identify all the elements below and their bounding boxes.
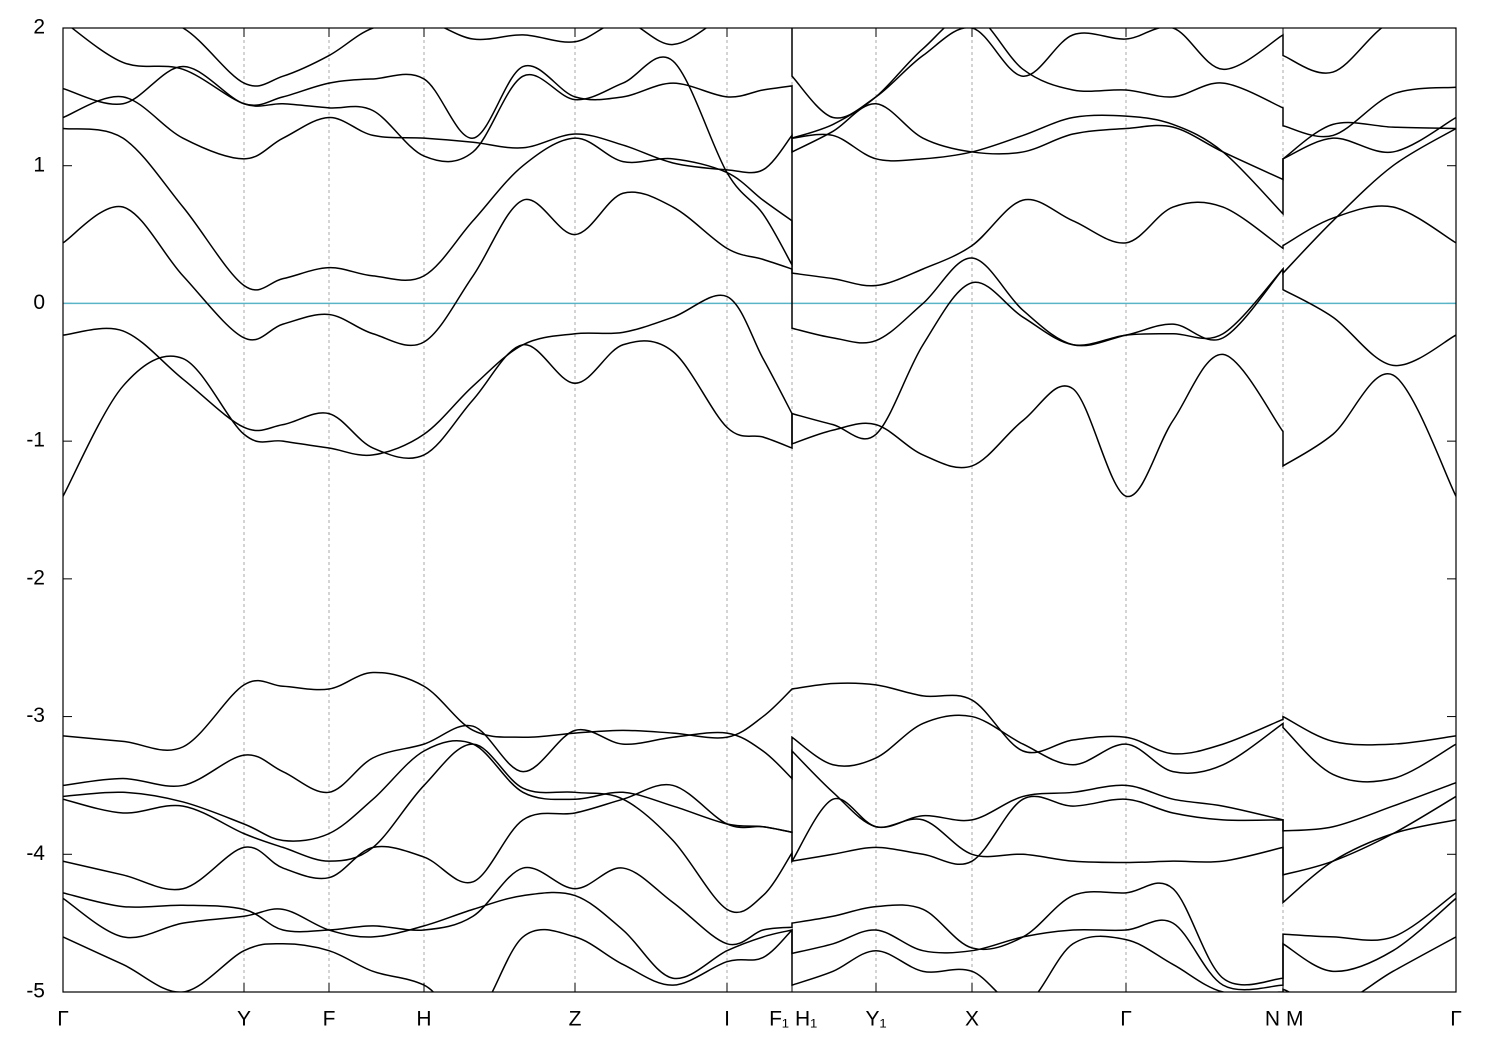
plot-area xyxy=(63,28,1456,992)
x-tick-label: Y₁ xyxy=(865,1008,886,1031)
band-line xyxy=(63,743,1456,914)
x-tick-label: F₁ xyxy=(769,1008,789,1031)
band-line xyxy=(181,28,1456,119)
x-tick-label: N xyxy=(1265,1008,1280,1031)
band-line xyxy=(63,294,1456,497)
y-tick-label: -5 xyxy=(26,980,45,1003)
x-tick-label: F xyxy=(323,1008,336,1031)
x-tick-label: M xyxy=(1286,1008,1304,1031)
band-line xyxy=(63,267,1456,459)
x-tick-label: Γ xyxy=(57,1008,69,1031)
x-tick-label: X xyxy=(965,1008,979,1031)
band-line xyxy=(63,95,1456,181)
band-line xyxy=(63,783,1456,905)
x-tick-label: H₁ xyxy=(795,1008,817,1031)
band-line xyxy=(63,928,1456,992)
y-tick-label: 1 xyxy=(33,153,45,176)
band-line xyxy=(70,28,1456,268)
x-tick-label: Y xyxy=(237,1008,251,1031)
y-tick-label: -4 xyxy=(26,842,45,865)
x-tick-label: Z xyxy=(569,1008,582,1031)
x-tick-label: Γ xyxy=(1450,1008,1462,1031)
x-tick-label: I xyxy=(724,1008,730,1031)
band-line xyxy=(63,64,1456,216)
band-line xyxy=(63,127,1456,347)
band-line xyxy=(63,671,1456,755)
y-tick-label: -3 xyxy=(26,704,45,727)
y-tick-label: 0 xyxy=(33,291,45,314)
plot-frame xyxy=(62,27,1457,993)
x-tick-label: H xyxy=(416,1008,431,1031)
band-line xyxy=(63,714,1456,794)
band-line xyxy=(63,891,1456,991)
y-tick-label: 2 xyxy=(33,16,45,39)
x-tick-label: Γ xyxy=(1120,1008,1132,1031)
y-tick-label: -2 xyxy=(26,566,45,589)
y-tick-label: -1 xyxy=(26,429,45,452)
band-line xyxy=(63,191,1456,347)
